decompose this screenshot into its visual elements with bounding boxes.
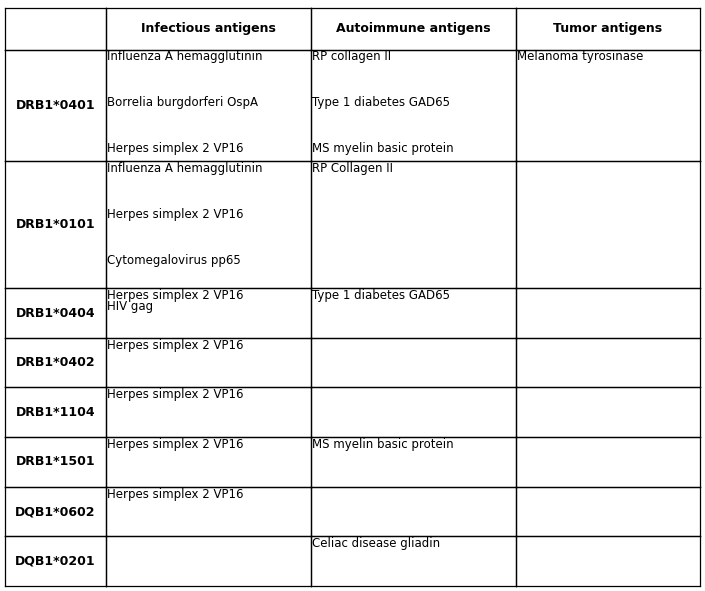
Text: RP collagen II

Type 1 diabetes GAD65

MS myelin basic protein: RP collagen II Type 1 diabetes GAD65 MS …: [312, 50, 453, 155]
Text: Influenza A hemagglutinin

Herpes simplex 2 VP16

Cytomegalovirus pp65

HIV gag: Influenza A hemagglutinin Herpes simplex…: [106, 162, 262, 313]
Text: Influenza A hemagglutinin

Borrelia burgdorferi OspA

Herpes simplex 2 VP16: Influenza A hemagglutinin Borrelia burgd…: [106, 50, 262, 155]
Text: Tumor antigens: Tumor antigens: [553, 22, 663, 35]
Text: MS myelin basic protein: MS myelin basic protein: [312, 438, 453, 451]
Text: DQB1*0201: DQB1*0201: [15, 555, 96, 568]
Text: Celiac disease gliadin: Celiac disease gliadin: [312, 537, 440, 550]
Text: DRB1*0401: DRB1*0401: [16, 99, 95, 112]
Text: Herpes simplex 2 VP16: Herpes simplex 2 VP16: [106, 339, 243, 352]
Text: Autoimmune antigens: Autoimmune antigens: [336, 22, 491, 35]
Text: Herpes simplex 2 VP16: Herpes simplex 2 VP16: [106, 438, 243, 451]
Text: DRB1*0101: DRB1*0101: [16, 218, 95, 231]
Text: DQB1*0602: DQB1*0602: [15, 505, 96, 518]
Text: RP Collagen II: RP Collagen II: [312, 162, 393, 175]
Text: Melanoma tyrosinase: Melanoma tyrosinase: [517, 50, 643, 63]
Text: DRB1*0402: DRB1*0402: [16, 356, 95, 369]
Text: Herpes simplex 2 VP16: Herpes simplex 2 VP16: [106, 289, 243, 302]
Text: Type 1 diabetes GAD65: Type 1 diabetes GAD65: [312, 289, 450, 302]
Text: Infectious antigens: Infectious antigens: [141, 22, 276, 35]
Text: DRB1*1501: DRB1*1501: [16, 456, 95, 469]
Text: DRB1*1104: DRB1*1104: [16, 406, 95, 419]
Text: Herpes simplex 2 VP16: Herpes simplex 2 VP16: [106, 488, 243, 501]
Text: Herpes simplex 2 VP16: Herpes simplex 2 VP16: [106, 388, 243, 401]
Text: DRB1*0404: DRB1*0404: [16, 307, 95, 320]
